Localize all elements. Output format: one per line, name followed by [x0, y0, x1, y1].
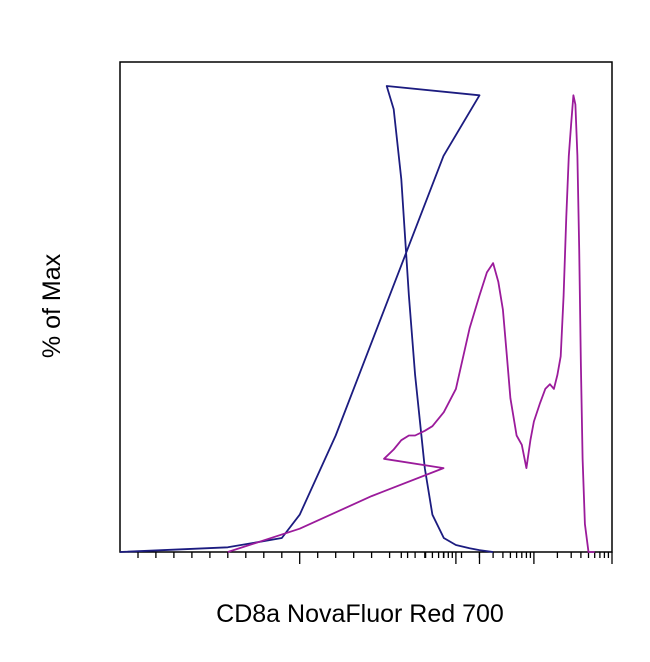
series-line-1 — [119, 85, 494, 553]
x-axis-ticks — [137, 552, 613, 564]
series-layer — [119, 85, 595, 553]
plot-frame — [119, 61, 613, 553]
series-line-2 — [227, 94, 595, 553]
x-axis-title: CD8a NovaFluor Red 700 — [216, 600, 504, 628]
y-axis-title: % of Max — [38, 253, 66, 358]
